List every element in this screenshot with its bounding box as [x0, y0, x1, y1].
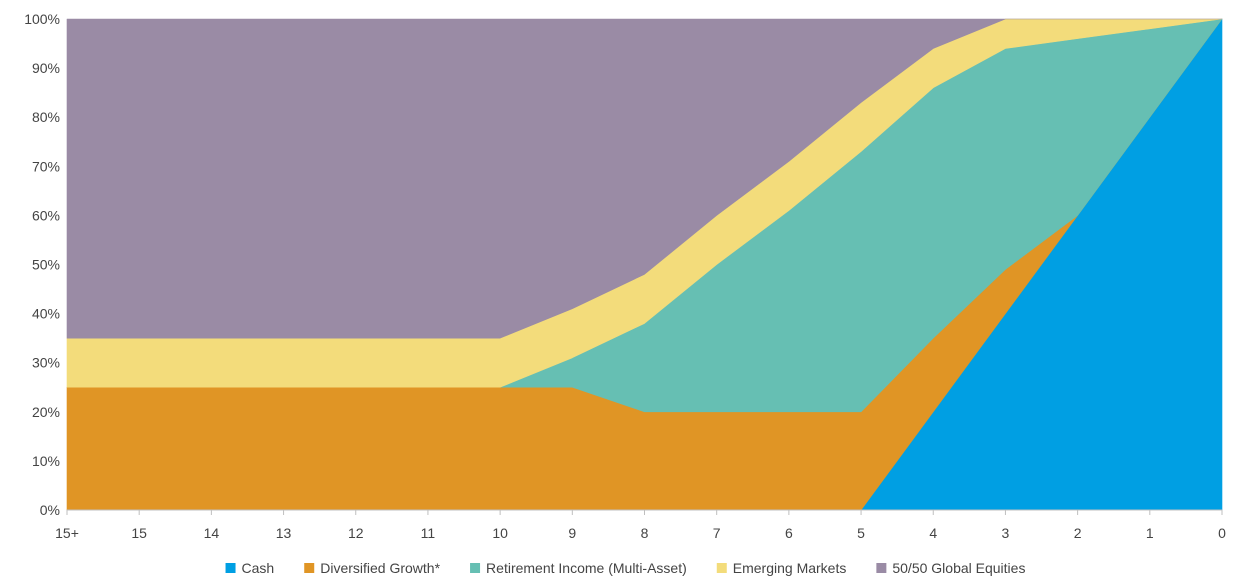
x-tick-label: 11: [421, 525, 436, 541]
y-tick-label: 50%: [32, 257, 60, 273]
legend-label: Retirement Income (Multi-Asset): [486, 560, 687, 576]
legend-item-emerging-markets: Emerging Markets: [716, 560, 847, 576]
y-tick-label: 40%: [32, 306, 60, 322]
x-tick-label: 6: [785, 525, 793, 541]
y-tick-label: 70%: [32, 158, 60, 174]
legend-swatch: [304, 563, 315, 573]
x-tick-label: 3: [1002, 525, 1010, 541]
x-tick-label: 12: [348, 525, 364, 541]
x-tick-label: 4: [929, 525, 937, 541]
y-tick-label: 60%: [32, 207, 60, 223]
x-tick-label: 2: [1074, 525, 1082, 541]
legend-label: Emerging Markets: [733, 560, 847, 576]
x-tick-label: 9: [568, 525, 576, 541]
x-tick-label: 10: [492, 525, 508, 541]
y-tick-label: 80%: [32, 109, 60, 125]
x-tick-label: 7: [713, 525, 721, 541]
area-50-50-global-equities: [66, 18, 1223, 339]
x-tick-label: 15: [131, 525, 147, 541]
legend-swatch: [716, 563, 727, 573]
legend-label: 50/50 Global Equities: [892, 560, 1025, 576]
x-tick-label: 8: [641, 525, 649, 541]
x-tick-label: 0: [1218, 525, 1226, 541]
y-tick-label: 90%: [32, 60, 60, 76]
legend-swatch: [876, 563, 887, 573]
x-tick-label: 1: [1146, 525, 1154, 541]
axes-layer: 0%10%20%30%40%50%60%70%80%90%100%15+ 15 14…: [24, 11, 1226, 541]
legend-swatch: [225, 563, 236, 573]
y-tick-label: 20%: [32, 404, 60, 420]
x-tick-label: 13: [276, 525, 292, 541]
y-tick-label: 0%: [40, 502, 60, 518]
y-tick-label: 30%: [32, 355, 60, 371]
areas-layer: [66, 18, 1223, 511]
legend-label: Cash: [242, 560, 275, 576]
legend-swatch: [470, 563, 481, 573]
y-tick-label: 10%: [32, 453, 60, 469]
legend-label: Diversified Growth*: [320, 560, 440, 576]
legend-item-retirement-income-multi-asset: Retirement Income (Multi-Asset): [470, 560, 687, 576]
legend-item-diversified-growth: Diversified Growth*: [304, 560, 441, 576]
legend-item-cash: Cash: [225, 560, 275, 576]
y-tick-label: 100%: [24, 11, 60, 27]
legend-item-50-50-global-equities: 50/50 Global Equities: [876, 560, 1025, 576]
x-tick-label: 14: [204, 525, 220, 541]
x-tick-label: 15+: [55, 525, 79, 541]
x-tick-label: 5: [857, 525, 865, 541]
legend: Cash Diversified Growth* Retirement Income…: [225, 560, 1025, 576]
